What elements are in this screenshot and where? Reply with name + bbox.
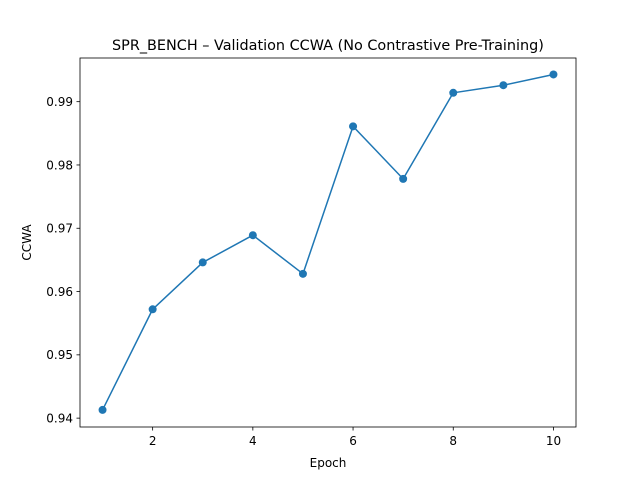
x-tick-label: 8 xyxy=(449,434,457,448)
x-tick-label: 10 xyxy=(546,434,561,448)
data-point xyxy=(549,70,558,79)
data-point xyxy=(449,88,458,97)
chart-title: SPR_BENCH – Validation CCWA (No Contrast… xyxy=(112,38,544,54)
data-point xyxy=(148,305,157,314)
data-point xyxy=(298,269,307,278)
data-point xyxy=(98,405,107,414)
data-point xyxy=(399,174,408,183)
y-tick-label: 0.98 xyxy=(46,158,73,172)
data-point xyxy=(198,258,207,267)
x-axis-label: Epoch xyxy=(310,456,347,470)
plot-layer xyxy=(98,70,558,414)
axes-frame xyxy=(79,57,577,428)
y-tick-label: 0.97 xyxy=(46,222,73,236)
series-line xyxy=(101,73,554,411)
y-axis: 0.94 0.95 0.96 0.97 0.98 0.99 xyxy=(46,95,80,425)
y-tick-label: 0.99 xyxy=(46,95,73,109)
x-axis: 2 4 6 8 10 xyxy=(149,427,561,448)
x-tick-label: 6 xyxy=(349,434,357,448)
y-axis-label: CCWA xyxy=(20,224,34,261)
y-tick-label: 0.94 xyxy=(46,411,73,425)
y-tick-label: 0.95 xyxy=(46,348,73,362)
y-tick-label: 0.96 xyxy=(46,285,73,299)
data-point xyxy=(349,122,358,131)
data-point xyxy=(248,231,257,240)
x-tick-label: 2 xyxy=(149,434,157,448)
data-point xyxy=(499,81,508,90)
x-tick-label: 4 xyxy=(249,434,257,448)
